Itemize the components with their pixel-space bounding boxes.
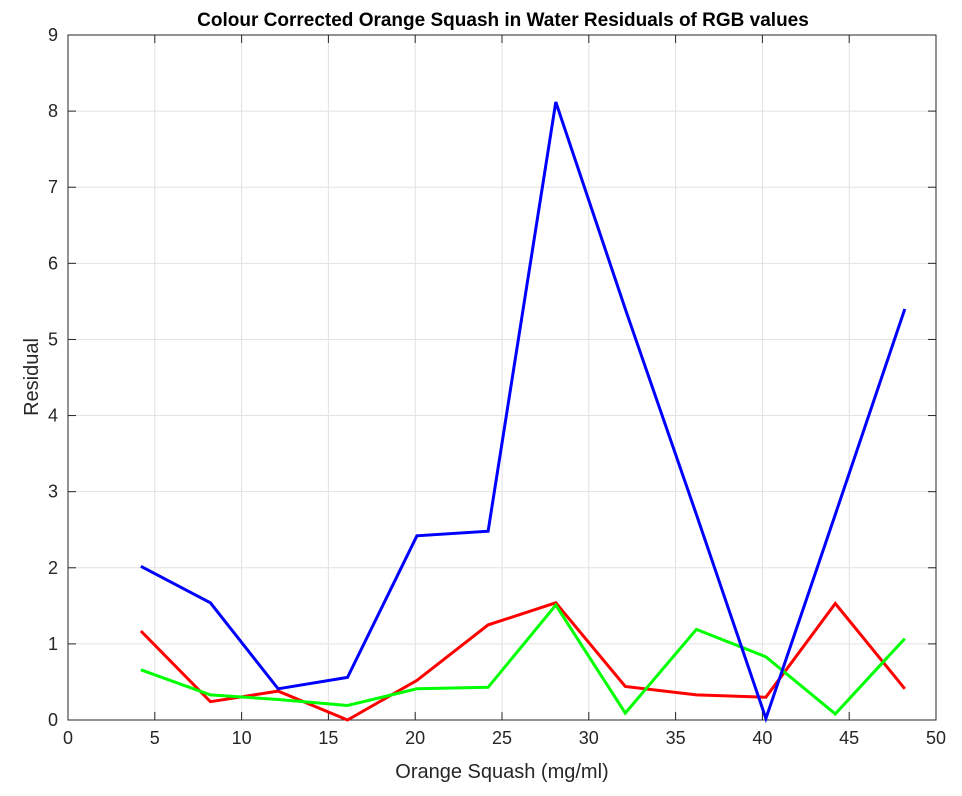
y-tick-label: 4: [48, 406, 58, 426]
y-tick-label: 9: [48, 25, 58, 45]
y-tick-label: 2: [48, 558, 58, 578]
chart-title: Colour Corrected Orange Squash in Water …: [197, 10, 809, 31]
x-tick-label: 30: [579, 728, 599, 748]
x-tick-label: 25: [492, 728, 512, 748]
y-tick-label: 7: [48, 177, 58, 197]
y-tick-label: 3: [48, 482, 58, 502]
x-tick-label: 10: [232, 728, 252, 748]
grid: [67, 34, 937, 721]
x-axis-label: Orange Squash (mg/ml): [395, 761, 608, 783]
x-tick-label: 15: [318, 728, 338, 748]
series-line-g: [140, 602, 906, 716]
x-tick-label: 45: [839, 728, 859, 748]
x-tick-label: 5: [150, 728, 160, 748]
series-layer: [139, 101, 907, 724]
series-line-b: [140, 101, 907, 724]
y-tick-label: 1: [48, 634, 58, 654]
y-axis-label: Residual: [21, 338, 43, 416]
x-tick-label: 20: [405, 728, 425, 748]
x-tick-label: 35: [666, 728, 686, 748]
y-tick-label: 0: [48, 710, 58, 730]
x-tick-label: 50: [926, 728, 946, 748]
x-tick-label: 0: [63, 728, 73, 748]
x-tick-label: 40: [752, 728, 772, 748]
y-tick-label: 5: [48, 329, 58, 349]
y-tick-label: 8: [48, 101, 58, 121]
y-tick-label: 6: [48, 253, 58, 273]
